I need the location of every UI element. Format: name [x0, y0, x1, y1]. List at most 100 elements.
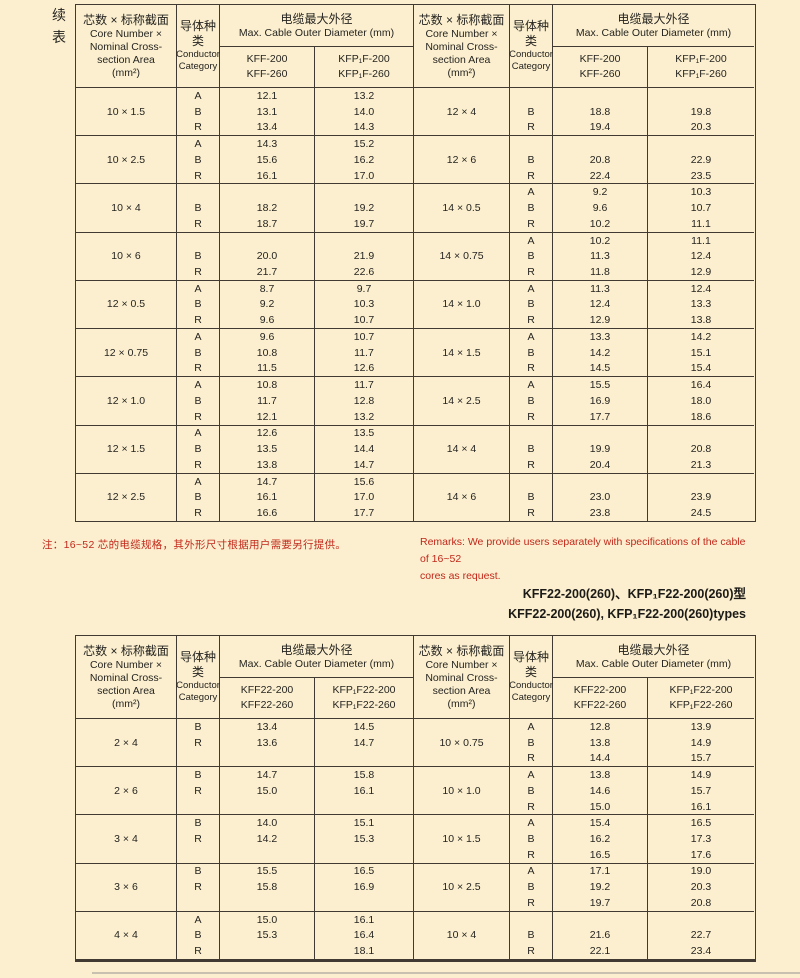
header-type-col2-line: KFP₁F22-260 [332, 699, 396, 711]
value-cell: 20.8 [589, 153, 611, 166]
value-cell: 13.5 [353, 427, 375, 440]
value-cell: 15.7 [690, 752, 712, 765]
conductor-cell: B [527, 784, 535, 797]
value-cell: 21.3 [690, 458, 712, 471]
value-cell: 10.7 [690, 202, 712, 215]
value-cell: 9.2 [259, 298, 275, 311]
diameter-column-2: 10.7 11.7 12.6 [315, 329, 413, 376]
spec-label: 14 × 2.5 [414, 377, 510, 425]
conductor-cell: R [194, 265, 202, 278]
value-cell: 18.2 [256, 202, 278, 215]
conductor-cell: A [527, 720, 535, 733]
section-title-chinese: KFF22-200(260)、KFP₁F22-200(260)型 [522, 587, 746, 601]
spec-group: 14 × 0.75 A B R 10.2 11.3 11.8 11.1 12.4 12.9 [414, 232, 754, 281]
conductor-cell: A [527, 379, 535, 392]
value-cell: 16.5 [589, 848, 611, 861]
conductor-cell: A [194, 138, 202, 151]
header-type-col2-line: KFP₁F22-260 [669, 699, 733, 711]
table-half: 芯数 × 标称截面 Core Number × Nominal Cross-sect… [76, 636, 413, 960]
conductor-cell: B [527, 833, 535, 845]
diameter-column-2: 15.1 15.3 [315, 815, 413, 862]
spec-label: 10 × 1.5 [414, 815, 510, 863]
value-cell [315, 184, 413, 200]
value-cell: 14.2 [256, 833, 278, 845]
value-cell [220, 184, 314, 200]
conductor-cell: R [194, 169, 202, 182]
spec-label: 10 × 2.5 [76, 136, 177, 184]
header-core-number: 芯数 × 标称截面 Core Number × Nominal Cross-sect… [414, 636, 510, 718]
value-cell: 15.4 [690, 362, 712, 375]
spec-label: 14 × 1.5 [414, 329, 510, 377]
conductor-cell: B [527, 153, 535, 166]
conductor-cell: A [194, 475, 202, 488]
table-body: 12 × 4 B R 18.8 19.4 19.8 20.3 12 × 6 B R 20.8 22.4… [414, 88, 754, 521]
conductor-cell [510, 474, 552, 490]
header-type-col2-line: KFP₁F-260 [338, 68, 390, 80]
header-core-number-zh: 芯数 × 标称截面 [83, 643, 169, 658]
value-cell: 16.2 [589, 833, 611, 845]
spec-group: 14 × 0.5 A B R 9.2 9.6 10.2 10.3 10.7 11.1 [414, 184, 754, 233]
diameter-column-1: 20.8 22.4 [553, 136, 648, 184]
diameter-column-1: 15.5 16.9 17.7 [553, 377, 648, 425]
conductor-cell: R [527, 752, 535, 765]
value-cell: 9.2 [592, 186, 608, 199]
conductor-cell: A [527, 282, 535, 295]
diameter-column-2: 16.5 16.9 [315, 864, 413, 911]
value-cell: 16.1 [256, 491, 278, 504]
header-type-col2-line: KFP₁F22-200 [332, 684, 396, 696]
section-title-english: KFF22-200(260), KFP₁F22-200(260)types [508, 607, 746, 621]
value-cell: 11.1 [691, 217, 711, 230]
header-max-diameter-zh: 电缆最大外径 [617, 642, 690, 657]
conductor-cell: R [194, 362, 202, 375]
value-cell: 13.6 [256, 736, 278, 749]
value-cell: 14.3 [353, 121, 375, 134]
value-cell [648, 88, 754, 104]
diameter-column-1: 12.8 13.8 14.4 [553, 719, 648, 767]
value-cell: 14.4 [589, 752, 611, 765]
section-title: KFF22-200(260)、KFP₁F22-200(260)型 KFF22-2… [508, 584, 746, 624]
header-max-diameter-en: Max. Cable Outer Diameter (mm) [238, 657, 395, 670]
value-cell: 21.9 [353, 250, 375, 263]
conductor-cell: B [194, 346, 202, 359]
conductor-cell: A [527, 769, 535, 782]
diameter-column-1: 12.1 13.1 13.4 [220, 88, 315, 136]
header-type-col2: KFP₁F-200 KFP₁F-260 [315, 47, 413, 87]
header-type-col1: KFF22-200 KFF22-260 [553, 678, 648, 718]
value-cell [315, 895, 413, 911]
conductor-cell: B [527, 929, 535, 942]
value-cell: 15.8 [353, 769, 375, 782]
spec-label: 10 × 4 [76, 184, 177, 232]
spec-group: 10 × 1.5 A B R 12.1 13.1 13.4 13.2 14.0 14.3 [76, 88, 413, 137]
header-conductor-category: 导体种类 Conductor Category [509, 636, 553, 718]
conductor-cell: A [527, 865, 535, 878]
header-max-diameter-zh: 电缆最大外径 [280, 11, 353, 26]
value-cell: 18.1 [353, 945, 375, 958]
value-cell: 10.8 [256, 346, 278, 359]
value-cell: 11.7 [354, 379, 374, 392]
header-core-number-en: (mm²) [447, 697, 476, 710]
conductor-cell: B [527, 881, 535, 894]
diameter-column-2: 16.4 18.0 18.6 [648, 377, 754, 424]
header-conductor-category: 导体种类 Conductor Category [509, 5, 553, 87]
header-conductor-en: Conductor [176, 680, 220, 691]
conductor-cell [177, 799, 219, 815]
value-cell: 16.5 [353, 865, 375, 878]
value-cell: 23.5 [690, 169, 712, 182]
table-header: 芯数 × 标称截面 Core Number × Nominal Cross-sect… [414, 5, 754, 88]
conductor-cell: B [194, 394, 202, 407]
value-cell: 24.5 [690, 507, 712, 520]
conductor-cell: R [527, 848, 535, 861]
conductor-cell: B [527, 105, 535, 118]
value-cell: 19.7 [589, 896, 611, 909]
value-cell: 13.4 [256, 121, 278, 134]
